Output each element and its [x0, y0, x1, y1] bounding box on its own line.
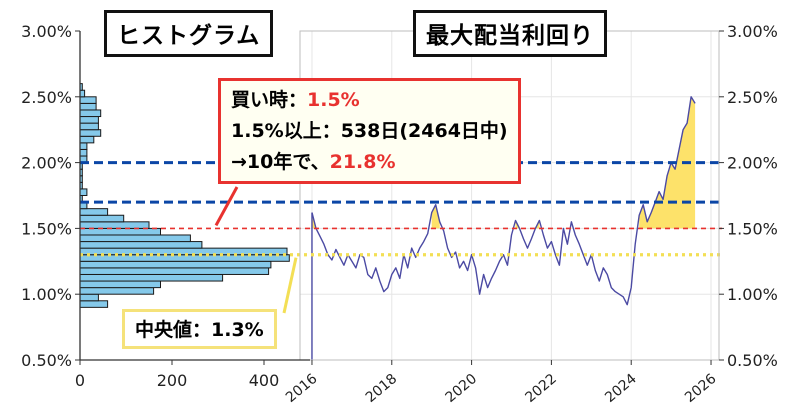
- hist-bar: [79, 148, 88, 157]
- hist-bar: [79, 129, 102, 137]
- yield-title: 最大配当利回り: [413, 10, 607, 57]
- buy-line-3: →10年で、21.8%: [231, 147, 508, 178]
- y-tick-label-right: 2.00%: [727, 154, 778, 173]
- hist-bar: [79, 227, 161, 236]
- year-tick-label: 2026: [682, 371, 720, 406]
- hist-bar: [79, 287, 155, 295]
- hist-bar: [79, 260, 272, 269]
- histogram-title: ヒストグラム: [104, 10, 274, 57]
- hist-x-tick-label: 200: [157, 371, 188, 390]
- hist-x-tick-label: 400: [249, 371, 280, 390]
- hist-bar: [79, 208, 109, 216]
- year-tick-label: 2018: [363, 371, 401, 406]
- y-tick-label-left: 2.50%: [21, 88, 72, 107]
- fill-above-buy: [639, 96, 696, 229]
- year-tick-label: 2022: [522, 371, 560, 406]
- hist-x-tick-label: 0: [75, 371, 85, 390]
- hist-bar: [79, 122, 99, 131]
- y-tick-label-right: 0.50%: [727, 351, 778, 370]
- year-tick-label: 2016: [283, 371, 321, 406]
- hist-bar: [79, 214, 125, 223]
- yield-line: [311, 96, 696, 306]
- hist-bar: [79, 142, 88, 150]
- buy-line-2: 1.5%以上：538日(2464日中): [231, 120, 508, 142]
- hist-bar: [79, 280, 161, 289]
- hist-bar: [79, 109, 102, 118]
- median-pointer: [282, 257, 298, 314]
- hist-bar: [79, 293, 99, 302]
- callout-pointers: [214, 186, 298, 314]
- year-tick-label: 2020: [443, 371, 481, 406]
- y-tick-label-right: 2.50%: [727, 88, 778, 107]
- year-tick-label: 2024: [602, 371, 640, 406]
- y-tick-label-left: 1.50%: [21, 219, 72, 238]
- yield-series: [311, 96, 696, 360]
- plot-frame: [79, 30, 720, 361]
- hist-bar: [79, 96, 97, 104]
- hist-bar: [79, 267, 270, 275]
- hist-bar: [79, 135, 95, 144]
- reference-lines: [80, 161, 722, 257]
- y-tick-label-left: 3.00%: [21, 22, 72, 41]
- y-tick-label-right: 1.50%: [727, 219, 778, 238]
- y-tick-label-left: 0.50%: [21, 351, 72, 370]
- hist-bar: [79, 102, 97, 111]
- buy-callout: 買い時：1.5% 1.5%以上：538日(2464日中) →10年で、21.8%: [218, 78, 521, 184]
- hist-bar: [79, 188, 88, 196]
- buy-value: 1.5%: [307, 89, 360, 111]
- buy-line-1: 買い時：1.5%: [231, 85, 508, 116]
- hist-bar: [79, 116, 99, 124]
- fill-above-buy: [431, 204, 440, 229]
- y-tick-label-left: 2.00%: [21, 154, 72, 173]
- y-tick-label-right: 1.00%: [727, 285, 778, 304]
- hist-bar: [79, 273, 224, 282]
- decade-label: →10年で、: [231, 151, 330, 173]
- hist-bar: [79, 300, 109, 308]
- y-tick-label-left: 1.00%: [21, 285, 72, 304]
- hist-bar: [79, 89, 86, 98]
- y-tick-label-right: 3.00%: [727, 22, 778, 41]
- buy-pointer: [214, 186, 239, 227]
- buy-label: 買い時：: [231, 89, 308, 111]
- hist-bar: [79, 241, 203, 249]
- hist-bar: [79, 234, 191, 243]
- hist-bar: [79, 221, 150, 229]
- histogram: [79, 83, 290, 308]
- decade-value: 21.8%: [329, 151, 396, 173]
- median-callout: 中央値：1.3%: [122, 309, 277, 349]
